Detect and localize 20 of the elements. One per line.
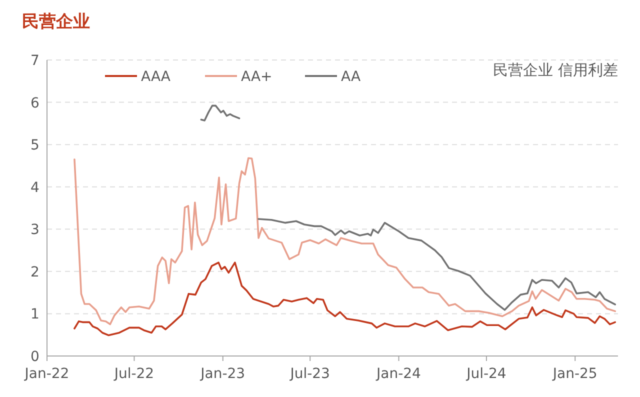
- y-tick-label: 3: [30, 222, 40, 238]
- y-tick-label: 0: [30, 349, 40, 365]
- y-tick-label: 1: [30, 306, 40, 323]
- title: 民营企业: [22, 12, 90, 32]
- y-tick-label: 2: [30, 264, 40, 280]
- x-tick-label: Jan-22: [24, 366, 70, 382]
- y-tick-label: 4: [30, 180, 40, 196]
- x-tick-label: Jul-23: [289, 366, 330, 382]
- y-tick-label: 5: [30, 138, 40, 154]
- legend-label: AA: [341, 69, 361, 85]
- x-tick-label: Jul-22: [113, 366, 154, 382]
- annotation: 民营企业 信用利差: [493, 61, 618, 79]
- y-tick-label: 7: [30, 53, 40, 69]
- x-tick-label: Jan-24: [376, 366, 422, 382]
- legend-label: AA+: [241, 69, 272, 85]
- legend-label: AAA: [141, 69, 171, 85]
- x-tick-label: Jan-25: [552, 366, 598, 382]
- x-tick-label: Jan-23: [200, 366, 246, 382]
- x-tick-label: Jul-24: [466, 366, 506, 382]
- y-tick-label: 6: [30, 95, 40, 112]
